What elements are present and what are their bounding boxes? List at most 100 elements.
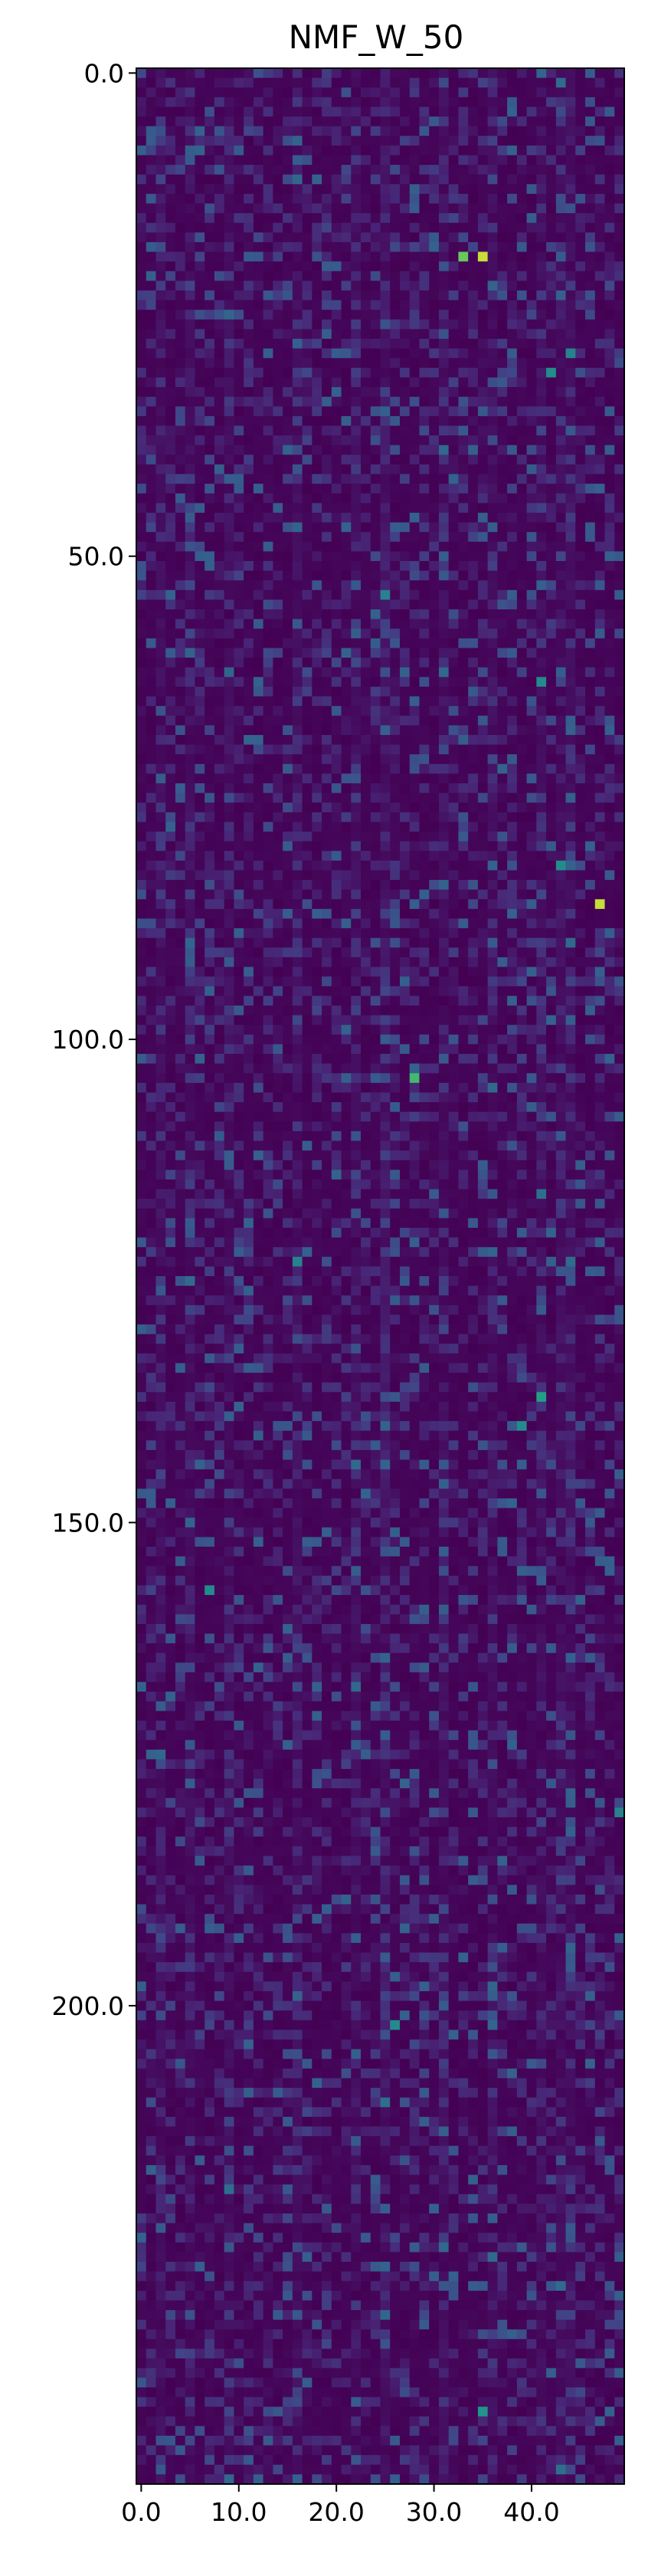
heatmap-cell: [205, 358, 215, 369]
heatmap-cell: [546, 232, 557, 243]
heatmap-cell: [322, 377, 332, 388]
heatmap-cell: [224, 203, 234, 214]
heatmap-cell: [409, 1015, 421, 1025]
heatmap-cell: [351, 532, 362, 543]
heatmap-cell: [331, 677, 342, 687]
heatmap-cell: [253, 474, 264, 484]
heatmap-cell: [614, 367, 625, 379]
heatmap-cell: [448, 725, 460, 736]
heatmap-cell: [546, 396, 557, 407]
heatmap-cell: [555, 213, 567, 224]
heatmap-cell: [468, 435, 479, 446]
heatmap-cell: [351, 580, 362, 591]
heatmap-cell: [594, 493, 606, 504]
heatmap-cell: [361, 908, 371, 920]
heatmap-cell: [234, 445, 244, 455]
heatmap-cell: [419, 348, 430, 359]
heatmap-cell: [175, 425, 186, 436]
heatmap-cell: [458, 870, 469, 881]
heatmap-cell: [234, 966, 244, 977]
heatmap-cell: [526, 628, 537, 639]
heatmap-cell: [136, 136, 147, 146]
heatmap-cell: [497, 396, 508, 407]
heatmap-cell: [585, 908, 596, 920]
heatmap-cell: [331, 532, 342, 543]
heatmap-cell: [409, 97, 421, 108]
heatmap-cell: [234, 773, 244, 784]
heatmap-cell: [292, 290, 303, 301]
heatmap-cell: [341, 667, 352, 678]
heatmap-cell: [468, 551, 479, 562]
heatmap-cell: [497, 706, 508, 717]
heatmap-cell: [594, 609, 606, 620]
heatmap-cell: [419, 68, 430, 79]
heatmap-cell: [224, 165, 234, 176]
heatmap-cell: [487, 783, 498, 794]
heatmap-cell: [429, 97, 440, 108]
heatmap-cell: [312, 425, 322, 436]
heatmap-cell: [312, 77, 322, 88]
heatmap-cell: [263, 97, 273, 108]
heatmap-cell: [604, 271, 615, 281]
heatmap-cell: [292, 628, 303, 639]
heatmap-cell: [175, 261, 186, 272]
heatmap-cell: [361, 97, 371, 108]
heatmap-cell: [429, 870, 440, 881]
heatmap-cell: [292, 822, 303, 832]
heatmap-cell: [322, 908, 332, 920]
heatmap-cell: [263, 136, 273, 146]
heatmap-cell: [555, 802, 567, 813]
heatmap-cell: [575, 203, 586, 214]
heatmap-cell: [312, 860, 322, 871]
heatmap-cell: [565, 474, 576, 484]
heatmap-cell: [497, 658, 508, 668]
heatmap-cell: [205, 512, 215, 523]
heatmap-cell: [263, 783, 273, 794]
heatmap-cell: [419, 851, 430, 861]
heatmap-cell: [351, 763, 362, 774]
heatmap-cell: [244, 213, 254, 224]
heatmap-cell: [322, 319, 332, 330]
heatmap-cell: [322, 947, 332, 958]
heatmap-cell: [546, 329, 557, 340]
heatmap-cell: [497, 638, 508, 649]
heatmap-cell: [224, 580, 234, 591]
heatmap-cell: [146, 908, 157, 920]
heatmap-cell: [546, 184, 557, 195]
heatmap-cell: [594, 986, 606, 996]
heatmap-cell: [614, 377, 625, 388]
heatmap-cell: [322, 996, 332, 1006]
heatmap-cell: [155, 348, 166, 359]
heatmap-cell: [136, 706, 147, 717]
heatmap-cell: [263, 763, 273, 774]
heatmap-cell: [429, 996, 440, 1006]
heatmap-cell: [351, 68, 362, 79]
heatmap-cell: [575, 464, 586, 475]
heatmap-cell: [370, 996, 381, 1006]
heatmap-cell: [477, 773, 489, 784]
heatmap-cell: [361, 474, 371, 484]
heatmap-cell: [526, 822, 537, 832]
heatmap-cell: [516, 832, 528, 842]
heatmap-cell: [322, 1015, 332, 1025]
heatmap-cell: [234, 184, 244, 195]
heatmap-cell: [594, 841, 606, 852]
heatmap-cell: [409, 880, 421, 891]
heatmap-cell: [565, 715, 576, 726]
heatmap-cell: [390, 474, 401, 484]
heatmap-cell: [497, 155, 508, 166]
heatmap-cell: [292, 522, 303, 533]
heatmap-cell: [361, 68, 371, 79]
heatmap-cell: [302, 851, 313, 861]
heatmap-cell: [331, 667, 342, 678]
heatmap-cell: [458, 1015, 469, 1025]
heatmap-cell: [468, 377, 479, 388]
heatmap-cell: [136, 918, 147, 929]
heatmap-cell: [536, 1025, 547, 1035]
heatmap-cell: [497, 918, 508, 929]
heatmap-cell: [604, 986, 615, 996]
heatmap-cell: [468, 232, 479, 243]
heatmap-cell: [429, 599, 440, 610]
heatmap-cell: [438, 97, 450, 108]
heatmap-cell: [477, 908, 489, 920]
